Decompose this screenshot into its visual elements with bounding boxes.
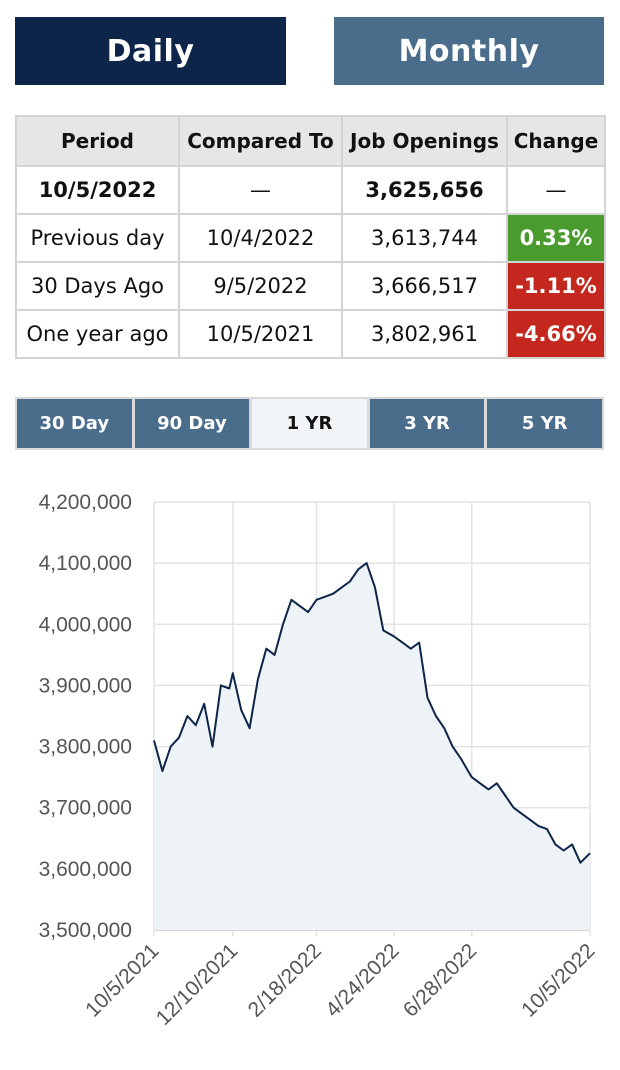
y-tick-label: 3,500,000	[39, 919, 132, 942]
x-tick-label: 4/24/2022	[321, 939, 403, 1021]
period-cell: One year ago	[15, 309, 180, 359]
x-tick-label: 6/28/2022	[399, 939, 481, 1021]
change-cell: —	[506, 165, 606, 215]
header-job-openings: Job Openings	[341, 115, 508, 167]
openings-cell: 3,625,656	[341, 165, 508, 215]
y-tick-label: 4,000,000	[39, 613, 132, 636]
x-tick-label: 12/10/2021	[152, 939, 243, 1030]
range-30-day-button[interactable]: 30 Day	[17, 399, 132, 448]
openings-cell: 3,802,961	[341, 309, 508, 359]
range-selector: 30 Day 90 Day 1 YR 3 YR 5 YR	[15, 397, 604, 450]
change-badge-negative: -4.66%	[506, 309, 606, 359]
table-row: Previous day 10/4/2022 3,613,744 0.33%	[15, 213, 606, 263]
compared-cell: 9/5/2022	[178, 261, 343, 311]
x-tick-label: 10/5/2022	[517, 939, 599, 1021]
range-1-yr-button[interactable]: 1 YR	[252, 399, 367, 448]
y-tick-label: 3,600,000	[39, 858, 132, 881]
table-header-row: Period Compared To Job Openings Change	[15, 115, 606, 167]
header-compared-to: Compared To	[178, 115, 343, 167]
period-cell: 30 Days Ago	[15, 261, 180, 311]
table-row: One year ago 10/5/2021 3,802,961 -4.66%	[15, 309, 606, 359]
range-3-yr-button[interactable]: 3 YR	[369, 399, 485, 448]
table-row: 30 Days Ago 9/5/2022 3,666,517 -1.11%	[15, 261, 606, 311]
change-badge-negative: -1.11%	[506, 261, 606, 311]
summary-table: Period Compared To Job Openings Change 1…	[15, 115, 606, 359]
daily-toggle-button[interactable]: Daily	[15, 17, 286, 85]
y-tick-label: 3,900,000	[39, 674, 132, 697]
y-tick-label: 4,100,000	[39, 552, 132, 575]
job-openings-chart: 3,500,000 3,600,000 3,700,000 3,800,000 3,90…	[39, 491, 600, 1030]
openings-cell: 3,613,744	[341, 213, 508, 263]
range-5-yr-button[interactable]: 5 YR	[487, 399, 602, 448]
compared-cell: 10/4/2022	[178, 213, 343, 263]
openings-cell: 3,666,517	[341, 261, 508, 311]
monthly-toggle-button[interactable]: Monthly	[334, 17, 604, 85]
y-tick-label: 3,700,000	[39, 797, 132, 820]
period-cell: Previous day	[15, 213, 180, 263]
y-tick-label: 4,200,000	[39, 491, 132, 514]
header-change: Change	[506, 115, 606, 167]
compared-cell: 10/5/2021	[178, 309, 343, 359]
change-badge-positive: 0.33%	[506, 213, 606, 263]
period-cell: 10/5/2022	[15, 165, 180, 215]
range-90-day-button[interactable]: 90 Day	[134, 399, 250, 448]
area-fill	[154, 563, 590, 930]
y-tick-label: 3,800,000	[39, 736, 132, 759]
compared-cell: —	[178, 165, 343, 215]
series-line	[153, 562, 591, 864]
x-tick-label: 2/18/2022	[244, 939, 326, 1021]
header-period: Period	[15, 115, 180, 167]
table-row: 10/5/2022 — 3,625,656 —	[15, 165, 606, 215]
x-tick-label: 10/5/2021	[81, 939, 163, 1021]
